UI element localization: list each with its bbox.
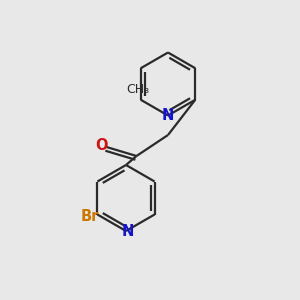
Text: N: N (162, 108, 174, 123)
Text: Br: Br (81, 209, 99, 224)
Text: CH₃: CH₃ (126, 83, 149, 96)
Text: O: O (95, 138, 107, 153)
Text: N: N (122, 224, 134, 238)
